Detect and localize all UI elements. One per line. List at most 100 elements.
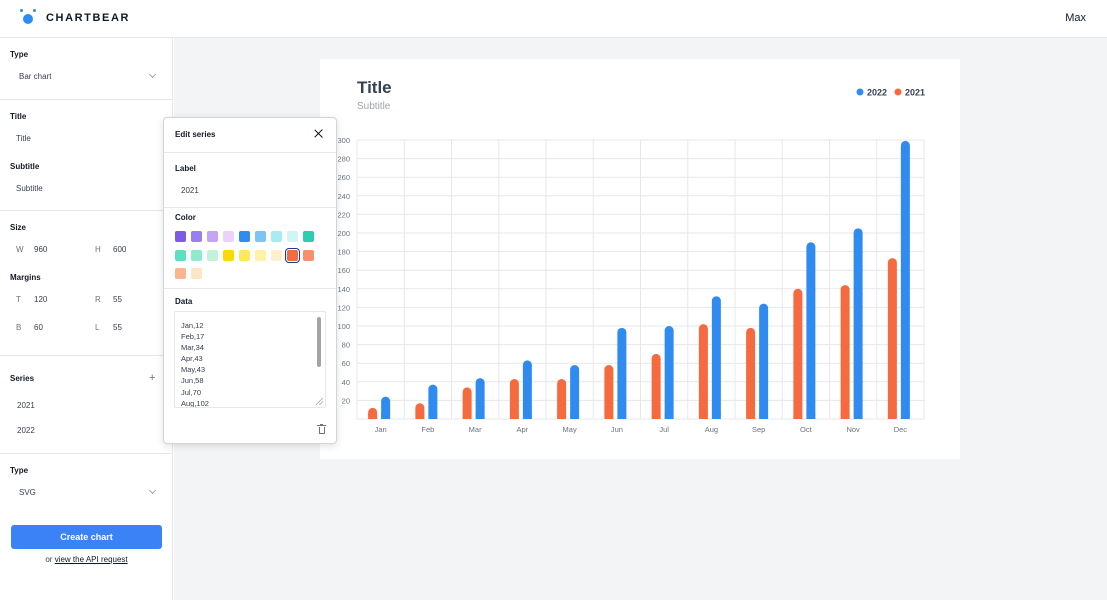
bar-2021	[793, 288, 803, 419]
y-tick-label: 220	[337, 210, 350, 219]
series-label-value: 2021	[181, 186, 199, 195]
y-tick-label: 20	[342, 396, 350, 405]
y-tick-label: 80	[342, 341, 350, 350]
bar-base-2021	[698, 414, 708, 419]
width-prefix: W	[16, 245, 24, 254]
resize-handle-icon[interactable]	[316, 398, 323, 405]
bar-base-2022	[853, 414, 863, 419]
color-swatch[interactable]	[207, 231, 218, 242]
y-tick-label: 280	[337, 155, 350, 164]
bar-2021	[651, 353, 661, 419]
bar-2021	[746, 327, 756, 419]
bar-2021	[462, 387, 472, 419]
trash-icon[interactable]	[317, 424, 326, 434]
width-input[interactable]: W 960	[10, 240, 80, 258]
bar-base-2021	[651, 414, 661, 419]
trash-lid	[317, 425, 326, 427]
color-swatch[interactable]	[207, 249, 218, 261]
data-textarea[interactable]: Jan,12 Feb,17 Mar,34 Apr,43 May,43 Jun,58 Jul,…	[174, 311, 326, 408]
data-line: May,43	[181, 365, 206, 375]
title-label: Title	[10, 112, 27, 121]
logo-ear-left	[20, 9, 23, 12]
height-input[interactable]: H 600	[89, 240, 159, 258]
series-label-input[interactable]: 2021	[174, 181, 326, 199]
label-heading: Label	[175, 164, 196, 173]
title-input[interactable]: Title	[10, 128, 160, 148]
color-swatch[interactable]	[271, 249, 282, 261]
color-swatch[interactable]	[191, 249, 202, 261]
edit-series-modal: Edit series Label 2021 Color Data Jan,12…	[163, 117, 337, 444]
view-api-request-link[interactable]: view the API request	[54, 555, 128, 564]
color-swatch[interactable]	[271, 231, 282, 242]
bar-2022	[664, 326, 674, 419]
bar-2022	[381, 396, 391, 419]
color-swatch[interactable]	[255, 231, 266, 242]
color-swatch[interactable]	[175, 268, 186, 279]
add-series-button[interactable]: +	[149, 372, 156, 384]
color-swatch[interactable]	[175, 249, 186, 261]
data-line: Jan,12	[181, 321, 204, 330]
title-input-value: Title	[16, 134, 31, 143]
logo-ear-right	[33, 9, 36, 12]
margin-bottom-input[interactable]: B 60	[10, 318, 80, 336]
api-request-line: or view the API request	[0, 555, 173, 564]
bar-2022	[853, 228, 863, 419]
output-type-select[interactable]: SVG	[10, 482, 160, 502]
color-swatch[interactable]	[191, 231, 202, 242]
series-item-label: 2021	[17, 401, 35, 410]
color-swatch[interactable]	[303, 231, 314, 242]
margin-left-input[interactable]: L 55	[89, 318, 159, 336]
x-tick-label: Feb	[421, 425, 434, 434]
legend-swatch	[856, 88, 864, 96]
bar-base-2022	[381, 414, 391, 419]
bar-2022	[570, 365, 580, 419]
bar-2021	[698, 324, 708, 419]
x-tick-label: May	[563, 425, 577, 434]
bar-2021	[840, 285, 850, 419]
color-swatch[interactable]	[287, 231, 298, 242]
series-item[interactable]: 2021	[10, 396, 160, 414]
x-tick-label: Apr	[517, 425, 529, 434]
divider	[0, 210, 173, 211]
y-tick-label: 240	[337, 192, 350, 201]
modal-divider	[164, 207, 336, 208]
bar-base-2022	[428, 414, 438, 419]
close-icon[interactable]	[314, 129, 323, 138]
divider	[0, 453, 173, 454]
bar-base-2021	[462, 414, 472, 419]
series-item[interactable]: 2022	[10, 421, 160, 439]
margin-top-input[interactable]: T 120	[10, 290, 80, 308]
margin-left-value: 55	[113, 323, 122, 332]
bar-2022	[617, 327, 627, 419]
bar-2021	[509, 379, 519, 419]
color-swatch[interactable]	[239, 249, 250, 261]
color-swatch[interactable]	[303, 249, 314, 261]
modal-divider	[164, 152, 336, 153]
color-swatch[interactable]	[175, 231, 186, 242]
bar-2022	[900, 140, 910, 419]
bar-base-2021	[415, 414, 425, 419]
margin-right-input[interactable]: R 55	[89, 290, 159, 308]
user-name[interactable]: Max	[1065, 12, 1086, 24]
brand-name[interactable]: CHARTBEAR	[46, 12, 131, 24]
subtitle-input[interactable]: Subtitle	[10, 178, 160, 198]
height-value: 600	[113, 245, 127, 254]
color-swatch[interactable]	[285, 247, 300, 263]
color-swatch[interactable]	[239, 231, 250, 242]
color-swatch[interactable]	[223, 249, 234, 261]
chart-type-select[interactable]: Bar chart	[10, 66, 160, 86]
color-swatch[interactable]	[191, 268, 202, 279]
divider	[0, 99, 173, 100]
x-tick-label: Jun	[611, 425, 623, 434]
bear-logo-icon[interactable]	[20, 9, 36, 27]
bar-base-2021	[368, 414, 378, 419]
scrollbar-thumb[interactable]	[317, 317, 321, 367]
color-swatch[interactable]	[255, 249, 266, 261]
color-swatch[interactable]	[223, 231, 234, 242]
chevron-down-icon	[148, 486, 157, 495]
app-header: CHARTBEAR Max	[0, 0, 1107, 38]
create-chart-button[interactable]: Create chart	[11, 525, 162, 549]
bar-base-2022	[900, 414, 910, 419]
chevron-down-icon	[148, 70, 157, 79]
api-prefix: or	[45, 555, 53, 564]
